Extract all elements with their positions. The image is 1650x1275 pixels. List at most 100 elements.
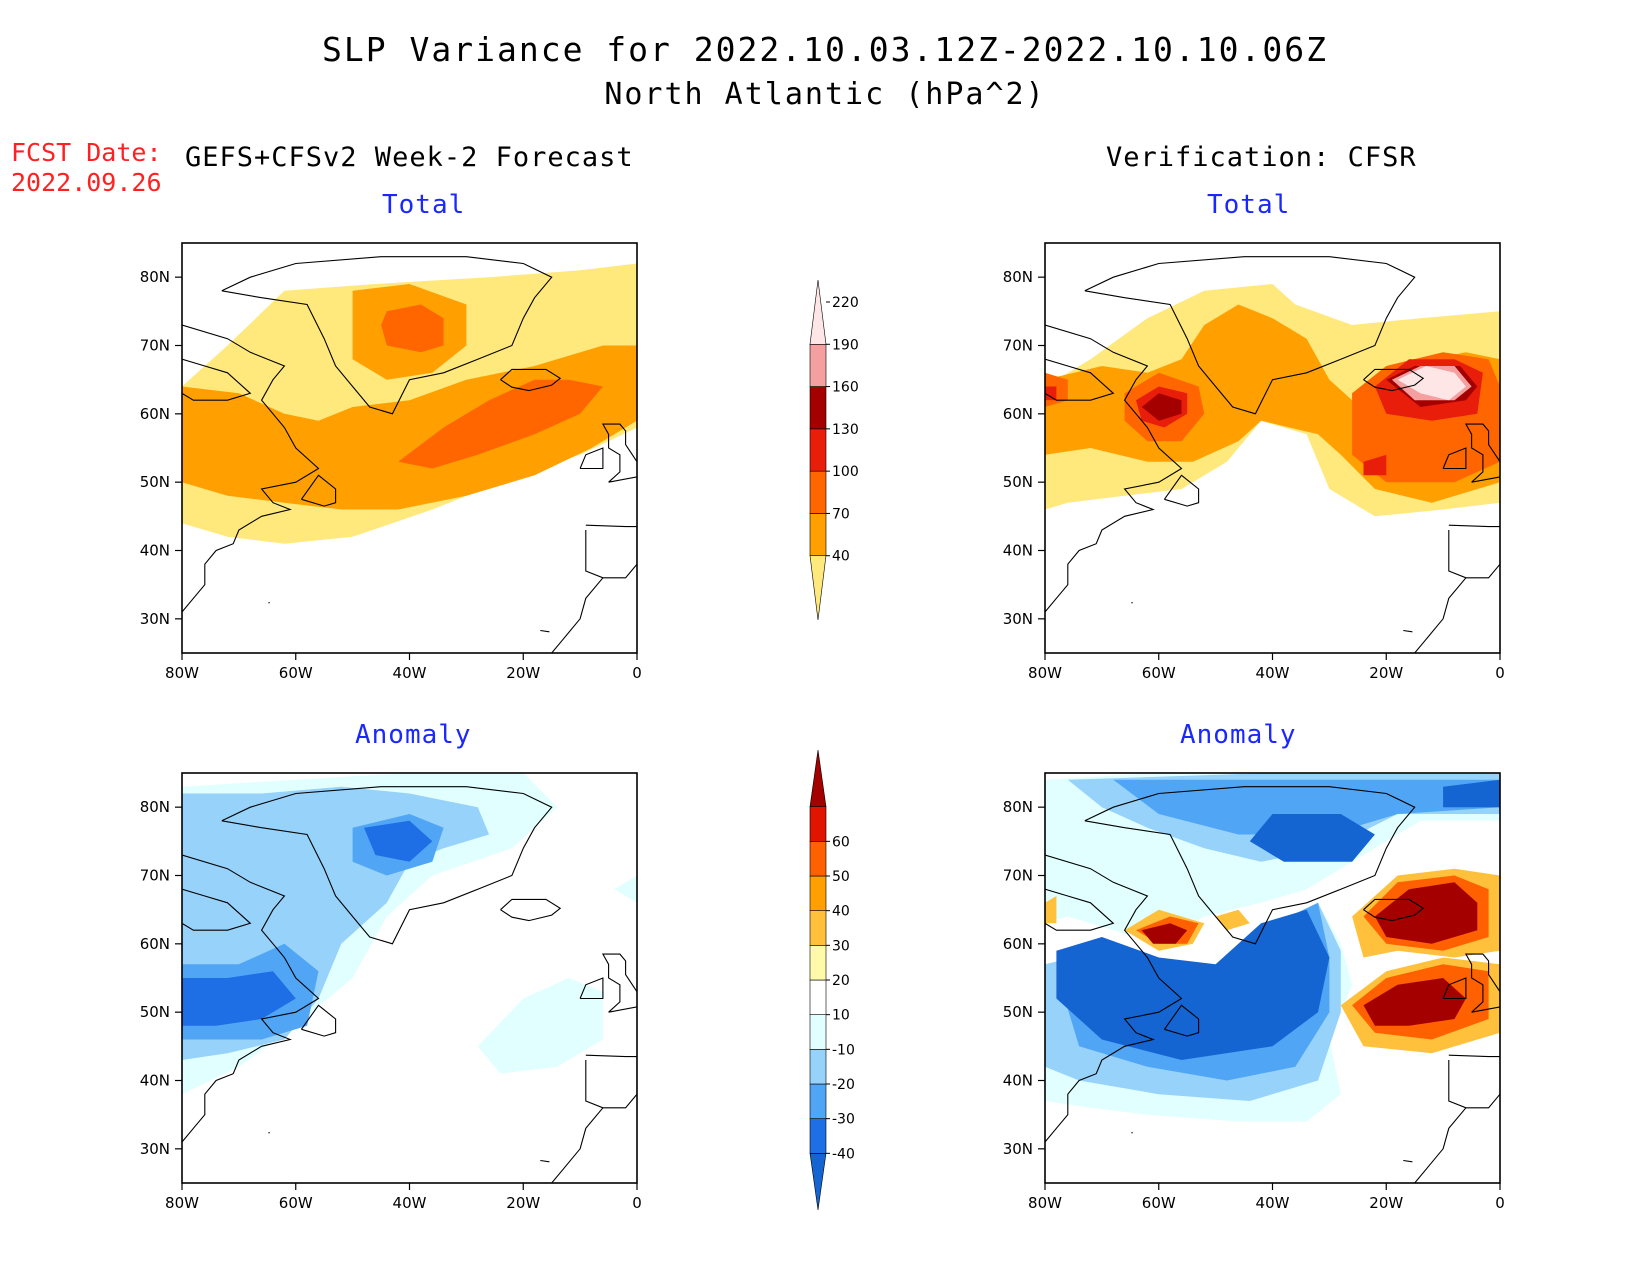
contour-fill--30 (1113, 779, 1500, 835)
contour-fill-60 (1141, 923, 1188, 944)
colorbar-swatch (809, 806, 827, 842)
lat-tick-label: 70N (140, 337, 170, 355)
colorbar-swatch (809, 386, 827, 430)
coastline (1163, 474, 1200, 507)
lon-tick-label: 20W (1369, 664, 1403, 682)
coastline (585, 524, 637, 579)
lon-tick-label: 20W (506, 1194, 540, 1212)
contour-fill--10 (477, 978, 603, 1074)
map-panel-fcst-total: 80W 60W 40W 20W 0 80N 70N 60N 50N 40N 30N (140, 242, 642, 682)
lat-tick-label: 60N (1003, 935, 1033, 953)
coastline (579, 447, 604, 470)
coastline (585, 1054, 637, 1109)
fcst-date-label: FCST Date: (11, 138, 162, 167)
coastline (540, 1159, 550, 1163)
colorbar-label: 100 (832, 464, 859, 480)
panel-title-verif-total: Total (1207, 190, 1291, 220)
coastline (1084, 786, 1416, 945)
coastline (300, 1004, 337, 1037)
colorbar-label: -10 (832, 1042, 855, 1058)
coastline (1413, 577, 1467, 653)
coastline (1403, 629, 1413, 633)
coastline (221, 786, 553, 945)
contour-fill-130 (1363, 454, 1387, 476)
lat-tick-label: 50N (140, 1003, 170, 1021)
colorbar-label: 220 (832, 295, 859, 311)
colorbar-label: 40 (832, 904, 850, 920)
contour-fill--10 (614, 875, 637, 903)
coastline (182, 358, 252, 401)
coastline (1363, 898, 1425, 922)
lon-tick-label: 60W (279, 1194, 313, 1212)
colorbar-swatch (809, 1083, 827, 1119)
lon-tick-label: 80W (1028, 1194, 1062, 1212)
colorbar-swatch (809, 875, 827, 911)
coastline (182, 324, 320, 615)
colorbar-label: 10 (832, 1008, 850, 1024)
contour-fill--40 (1443, 779, 1500, 808)
lat-tick-label: 70N (1003, 337, 1033, 355)
colorbar-swatch (809, 555, 827, 621)
coastline (540, 629, 550, 633)
map-panel-verif-anomaly: 80W 60W 40W 20W 0 80N 70N 60N 50N 40N 30N (1003, 772, 1505, 1212)
coastline (579, 977, 604, 1000)
coastline (601, 423, 637, 483)
coastline (1363, 368, 1425, 392)
coastline (182, 854, 320, 1145)
colorbar-label: 190 (832, 337, 859, 353)
coastline (268, 601, 270, 604)
coastline (1442, 977, 1467, 1000)
colorbar-anomaly: -40 -30 -20 -10 10 20 30 40 50 60 (809, 749, 855, 1211)
fcst-date-value: 2022.09.26 (11, 168, 162, 197)
lon-tick-label: 60W (1142, 664, 1176, 682)
coastline (300, 474, 337, 507)
coastline (500, 368, 562, 392)
colorbar-label: 30 (832, 938, 850, 954)
lat-tick-label: 80N (140, 798, 170, 816)
lat-tick-label: 70N (1003, 867, 1033, 885)
colorbar-swatch (809, 428, 827, 472)
lon-tick-label: 0 (632, 664, 642, 682)
colorbar-swatch (809, 1014, 827, 1050)
lat-tick-label: 30N (140, 610, 170, 628)
colorbar-label: 20 (832, 973, 850, 989)
lon-tick-label: 60W (1142, 1194, 1176, 1212)
map-panel-verif-total: 80W 60W 40W 20W 0 80N 70N 60N 50N 40N 30N (1003, 242, 1505, 682)
coastline (1163, 1004, 1200, 1037)
coastline (1084, 256, 1416, 415)
colorbar-swatch (809, 279, 827, 345)
lon-tick-label: 60W (279, 664, 313, 682)
chart-title: SLP Variance for 2022.10.03.12Z-2022.10.… (322, 30, 1328, 69)
colorbar-label: 60 (832, 834, 850, 850)
lat-tick-label: 50N (1003, 1003, 1033, 1021)
colorbar-swatch (809, 1153, 827, 1211)
lon-tick-label: 40W (1256, 664, 1290, 682)
coastline (221, 256, 553, 415)
contour-fill-220 (1397, 366, 1466, 401)
lat-tick-label: 30N (1003, 610, 1033, 628)
colorbar-label: 70 (832, 506, 850, 522)
contour-fill-60 (1374, 882, 1478, 944)
verification-column-heading: Verification: CFSR (1106, 142, 1417, 173)
coastline (1448, 524, 1500, 579)
coastline (1464, 423, 1500, 483)
colorbar-label: -40 (832, 1146, 855, 1162)
contour-fill-100 (381, 304, 444, 353)
colorbar-swatch (809, 979, 827, 1015)
panel-title-fcst-total: Total (382, 190, 466, 220)
coastline (1403, 1159, 1413, 1163)
colorbar-label: 160 (832, 380, 859, 396)
lat-tick-label: 80N (1003, 798, 1033, 816)
contour-fill-130 (1045, 386, 1057, 401)
coastline (601, 953, 637, 1013)
lon-tick-label: 0 (1495, 1194, 1505, 1212)
coastline (1464, 953, 1500, 1013)
chart-subtitle: North Atlantic (hPa^2) (604, 77, 1046, 112)
contour-fill--40 (364, 820, 433, 862)
colorbar-swatch (809, 1049, 827, 1085)
contour-fill-30 (1215, 909, 1250, 931)
coastline (1045, 888, 1115, 931)
colorbar-label: 50 (832, 869, 850, 885)
lat-tick-label: 40N (1003, 1072, 1033, 1090)
colorbar-swatch (809, 945, 827, 981)
